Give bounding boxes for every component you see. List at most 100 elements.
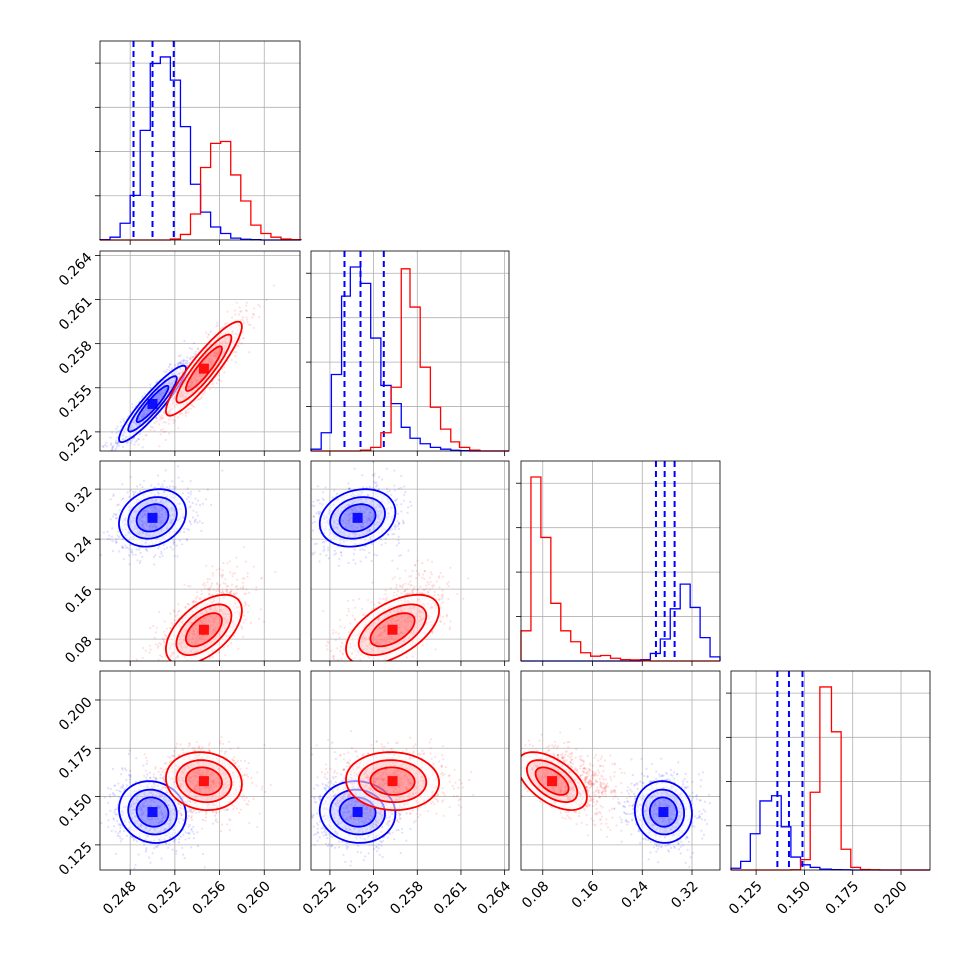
scatter-point: [130, 548, 134, 551]
scatter-point: [308, 546, 310, 548]
scatter-point: [391, 559, 394, 562]
scatter-point: [158, 445, 161, 448]
scatter-point: [185, 411, 188, 414]
scatter-point: [106, 456, 108, 458]
scatter-point: [138, 561, 141, 565]
scatter-point: [195, 683, 197, 685]
scatter-point: [375, 554, 378, 557]
scatter-point: [217, 378, 220, 381]
scatter-point: [304, 557, 306, 559]
scatter-point: [173, 541, 176, 544]
scatter-point: [395, 503, 398, 506]
scatter-point: [112, 493, 115, 496]
scatter-point: [223, 646, 226, 649]
scatter-point: [324, 486, 327, 489]
scatter-point: [121, 455, 123, 457]
scatter-point: [150, 677, 152, 679]
scatter-point: [136, 485, 139, 488]
scatter-point: [334, 638, 337, 642]
scatter-point: [192, 509, 195, 512]
scatter-point: [179, 354, 182, 357]
scatter-point: [105, 445, 108, 448]
scatter-point: [191, 501, 194, 505]
scatter-point: [115, 427, 118, 431]
scatter-point: [319, 502, 322, 505]
scatter-point: [194, 601, 197, 604]
scatter-point: [231, 572, 234, 575]
scatter-point: [191, 601, 194, 604]
scatter-point: [168, 363, 171, 367]
scatter-point: [174, 486, 177, 489]
density-peak: [198, 624, 209, 635]
scatter-point: [188, 664, 190, 666]
scatter-point: [138, 438, 141, 441]
scatter-point: [133, 443, 136, 446]
scatter-point: [260, 576, 264, 580]
scatter-point: [211, 582, 214, 585]
scatter-point: [297, 534, 299, 536]
scatter-point: [313, 542, 317, 546]
scatter-point: [186, 364, 189, 367]
scatter-point: [241, 627, 244, 630]
scatter-point: [157, 646, 160, 649]
scatter-point: [209, 503, 213, 507]
scatter-point: [197, 669, 199, 671]
scatter-point: [337, 545, 340, 548]
scatter-point: [351, 668, 353, 670]
scatter-point: [107, 457, 109, 459]
scatter-point: [219, 591, 223, 594]
scatter-point: [172, 485, 175, 488]
scatter-point: [321, 503, 324, 506]
scatter-point: [130, 439, 133, 442]
scatter-point: [134, 553, 137, 556]
scatter-point: [144, 649, 147, 652]
scatter-point: [164, 469, 167, 472]
scatter-point: [415, 569, 418, 573]
scatter-point: [203, 389, 206, 392]
scatter-point: [407, 583, 410, 586]
scatter-point: [128, 563, 131, 566]
scatter-point: [117, 442, 120, 445]
scatter-point: [410, 589, 414, 593]
scatter-point: [396, 567, 399, 570]
scatter-point: [157, 658, 160, 661]
scatter-point: [257, 303, 260, 306]
histogram-blue-0: [99, 56, 302, 241]
scatter-point: [109, 436, 112, 439]
scatter-point: [149, 383, 152, 386]
scatter-point: [196, 514, 199, 517]
scatter-point: [353, 548, 356, 551]
scatter-point: [388, 489, 391, 492]
scatter-point: [155, 420, 158, 423]
scatter-point: [252, 326, 255, 329]
scatter-point: [203, 587, 206, 590]
scatter-point: [160, 414, 164, 417]
scatter-point: [456, 593, 459, 596]
scatter-point: [231, 583, 234, 586]
scatter-point: [155, 417, 158, 420]
scatter-point: [155, 626, 158, 629]
scatter-point: [313, 551, 317, 554]
scatter-point: [157, 483, 160, 486]
scatter-point: [109, 498, 112, 501]
scatter-point: [258, 617, 261, 621]
scatter-point: [265, 298, 268, 301]
scatter-point: [195, 503, 198, 506]
scatter-point: [412, 587, 415, 591]
scatter-point: [318, 513, 321, 516]
scatter-point: [245, 588, 248, 591]
scatter-point: [393, 532, 396, 536]
scatter-point: [228, 591, 232, 595]
scatter-point: [137, 548, 141, 552]
scatter-point: [162, 411, 165, 414]
scatter-point: [253, 313, 256, 316]
scatter-point: [352, 664, 354, 666]
scatter-point: [131, 406, 134, 409]
scatter-point: [260, 577, 263, 580]
scatter-point: [244, 309, 247, 312]
scatter-point: [172, 543, 175, 546]
scatter-point: [159, 429, 163, 432]
scatter-point: [235, 351, 238, 354]
scatter-point: [337, 564, 340, 567]
scatter-point: [153, 429, 156, 432]
